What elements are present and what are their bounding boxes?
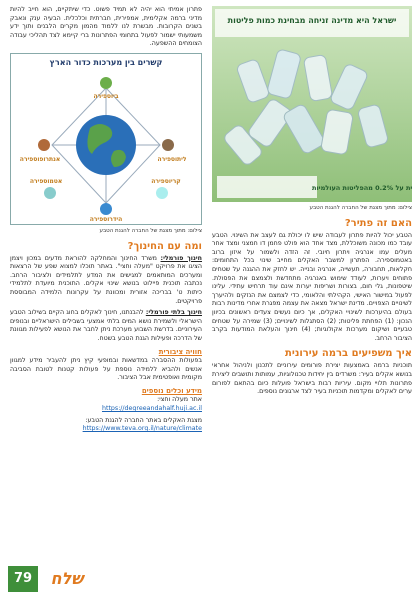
section-heading: איך משפיעים ברמה עירונית	[285, 348, 412, 360]
page-number: 79	[8, 566, 38, 592]
sub-heading: חוויה ציבורית	[158, 347, 202, 356]
image-caption: צילום: מתוך מצגת של החברה להגנת הטבע	[309, 205, 412, 211]
emissions-image: ישראל היא מדינה זניחה מבחינת כמות פליטות…	[212, 6, 412, 202]
resource-link[interactable]: https://www.teva.org.il/nature/climate	[82, 425, 202, 433]
diagram-label: הידרוספירה	[90, 216, 123, 223]
diagram-label: ביוספירה	[93, 93, 118, 100]
diagram-label: ליתוספירה	[157, 156, 186, 163]
text: משרד החינוך והמחלקה להוראת מדעים במכון ו…	[10, 254, 202, 305]
logo: שלח	[50, 569, 84, 588]
paragraph: חינוך פורמלי: משרד החינוך והמחלקה להוראת…	[10, 255, 202, 307]
paragraph: הטבע יכול להיות פתרון לעבודה שיש לו יכול…	[212, 231, 412, 342]
image-title: ישראל היא מדינה זניחה מבחינת כמות פליטות	[228, 16, 397, 25]
diagram-title: קשרים בין מערכות כדור הארץ	[50, 58, 163, 67]
earth-systems-diagram: קשרים בין מערכות כדור הארץ ביוספירה אנתר…	[10, 52, 202, 225]
diagram-label: אנתרופוספירה	[20, 156, 60, 163]
diagram-label: אטמוספירה	[30, 178, 62, 185]
resource-link[interactable]: https://degreeandahalf.huji.ac.il	[101, 405, 202, 413]
inline-label: חינוך בלתי פורמלי:	[145, 309, 202, 317]
image-footnote: ישראל אחראית על 0.2% מהפליטות העולמיות	[312, 184, 412, 192]
diagram-label: קריוספירה	[151, 178, 180, 185]
resource-label: אתר מעלה וחצי:	[157, 396, 202, 404]
paragraph: חינוך בלתי פורמלי: להבנתנו, חינוך לאקלים…	[10, 309, 202, 343]
left-column: פתרון אמיתי הוא יהיה לא תמיד פשוט. כדי ש…	[10, 6, 202, 434]
text: להבנתנו, חינוך לאקלים בחוג הקיים בשילוב …	[10, 309, 202, 342]
paragraph: בפעולות ההסברה במדשאות ובמופעי קיץ ניתן …	[10, 357, 202, 382]
intro-paragraph: פתרון אמיתי הוא יהיה לא תמיד פשוט. כדי ש…	[10, 6, 202, 48]
sub-heading: מידע וכלים נוספים	[141, 386, 202, 395]
right-column: ישראל היא מדינה זניחה מבחינת כמות פליטות…	[212, 6, 412, 400]
inline-label: חינוך פורמלי:	[160, 254, 202, 262]
section-heading: ומה עם החינוך?	[127, 240, 202, 252]
paragraph: תוכניות ברמה באמצעות יצירת פורומים עירונ…	[212, 362, 412, 396]
resource: אתר מעלה וחצי: https://degreeandahalf.hu…	[10, 396, 202, 413]
resource-label: מצגת האקלים באתר החברה להגנת הטבע:	[85, 416, 202, 424]
resource: מצגת האקלים באתר החברה להגנת הטבע: https…	[10, 417, 202, 434]
section-heading: האם זה פתיר?	[344, 217, 412, 229]
diagram-caption: צילום: מתוך מצגת של החברה להגנת הטבע	[99, 227, 202, 234]
